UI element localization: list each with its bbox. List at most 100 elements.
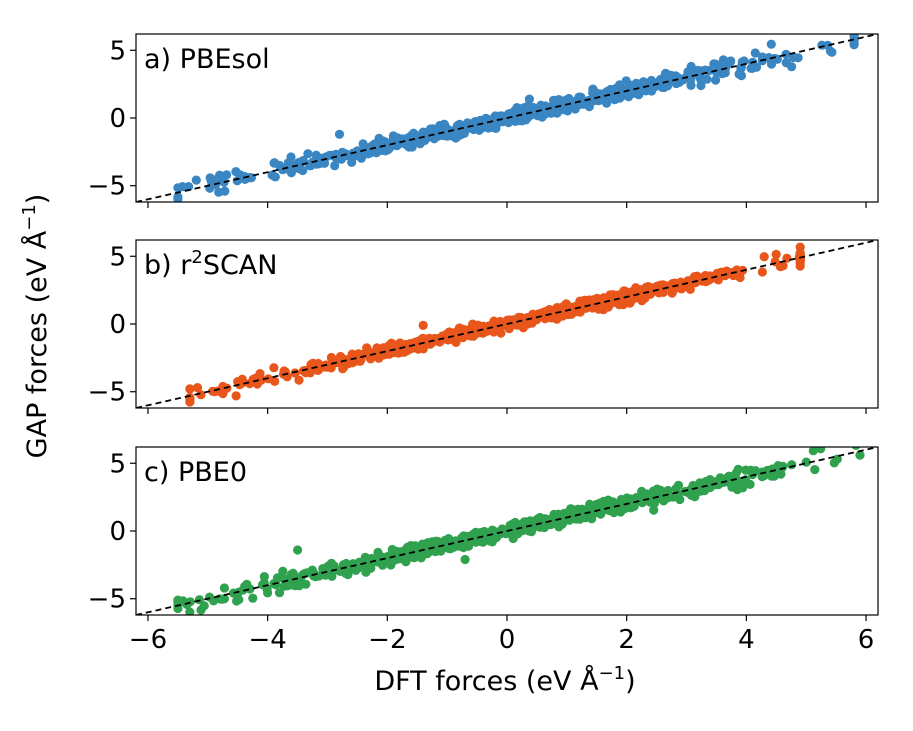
data-point <box>279 581 289 591</box>
data-point <box>566 504 576 514</box>
data-point <box>361 567 371 577</box>
data-point <box>215 170 225 180</box>
y-tick-label: 0 <box>109 104 126 134</box>
data-point <box>733 464 743 474</box>
data-point <box>699 486 710 496</box>
data-point <box>771 54 781 64</box>
data-point <box>709 59 719 69</box>
data-point <box>741 465 751 475</box>
data-point <box>192 383 203 393</box>
data-point <box>185 393 195 403</box>
data-point <box>825 46 836 56</box>
data-point <box>235 170 245 180</box>
data-point <box>808 447 818 456</box>
data-point <box>317 362 327 372</box>
y-tick-label: 5 <box>109 449 126 479</box>
data-point <box>584 102 594 112</box>
data-point <box>559 104 569 114</box>
panel-3: −5 0 5 −6 −4 −2 0 2 4 6 c) PBE0 <box>88 446 879 655</box>
data-point <box>775 262 786 272</box>
data-point <box>855 450 865 460</box>
data-point <box>196 390 206 400</box>
data-point <box>303 149 313 159</box>
reference-line <box>136 34 878 202</box>
data-point <box>350 563 360 573</box>
data-point <box>695 73 706 83</box>
data-point <box>637 486 647 496</box>
data-point <box>664 281 674 291</box>
data-point <box>468 331 479 341</box>
data-point <box>686 64 696 74</box>
panels-group: −5 0 5 a) PBEsol −5 0 5 b) r2SCAN −5 0 5 −6 −4 −2 0 2 4 6… <box>88 33 879 655</box>
data-point <box>326 558 337 568</box>
data-point <box>652 484 662 494</box>
reference-line <box>136 447 878 615</box>
data-point <box>245 379 255 389</box>
data-point <box>231 391 241 401</box>
data-point <box>228 588 239 598</box>
data-point <box>771 249 781 259</box>
data-point <box>294 160 304 170</box>
x-tick-label: 6 <box>858 625 875 655</box>
data-point <box>750 466 761 476</box>
data-point <box>422 547 432 557</box>
x-tick-label: 0 <box>499 625 516 655</box>
data-point <box>341 151 351 161</box>
data-point <box>459 128 469 138</box>
data-point <box>411 134 421 144</box>
data-point <box>185 607 195 615</box>
data-point <box>338 364 348 374</box>
data-point <box>629 289 639 299</box>
data-point <box>339 561 349 571</box>
y-tick-label: −5 <box>88 585 126 615</box>
data-point <box>511 111 521 121</box>
data-point <box>388 134 399 144</box>
data-point <box>258 580 268 590</box>
y-tick-label: 0 <box>109 310 126 340</box>
x-tick-label: 4 <box>738 625 755 655</box>
data-point <box>432 542 442 552</box>
x-tick-label: −4 <box>248 625 286 655</box>
data-point <box>439 541 449 552</box>
data-point <box>471 527 481 538</box>
data-point <box>673 480 684 490</box>
data-point <box>732 475 742 485</box>
data-point <box>232 596 242 606</box>
data-point <box>604 87 614 97</box>
data-point <box>569 98 579 108</box>
data-point <box>191 175 201 185</box>
data-point <box>380 146 391 156</box>
x-tick-label: −6 <box>129 625 167 655</box>
panel-label: a) PBEsol <box>144 44 270 75</box>
data-point <box>649 505 659 515</box>
data-point <box>417 539 428 549</box>
data-point <box>347 349 357 359</box>
scatter-series-1 <box>173 34 859 202</box>
reference-line <box>136 240 878 408</box>
data-point <box>248 593 258 603</box>
data-point <box>736 71 747 81</box>
y-tick-label: 0 <box>109 517 126 547</box>
data-point <box>816 447 826 454</box>
data-point <box>218 381 228 392</box>
data-point <box>781 49 791 59</box>
data-point <box>527 318 537 328</box>
x-tick-label: 2 <box>618 625 635 655</box>
data-point <box>220 186 230 196</box>
data-point <box>286 152 296 162</box>
data-point <box>334 129 345 139</box>
data-point <box>474 125 484 135</box>
data-point <box>196 605 206 615</box>
data-point <box>606 503 616 513</box>
x-tick-label: −2 <box>368 625 406 655</box>
data-point <box>378 136 388 146</box>
data-point <box>364 349 374 359</box>
data-point <box>700 270 711 281</box>
data-point <box>267 170 277 180</box>
data-point <box>428 337 438 347</box>
data-point <box>675 494 685 505</box>
data-point <box>326 352 336 363</box>
data-point <box>358 150 369 160</box>
data-point <box>418 320 428 330</box>
data-point <box>416 553 426 563</box>
